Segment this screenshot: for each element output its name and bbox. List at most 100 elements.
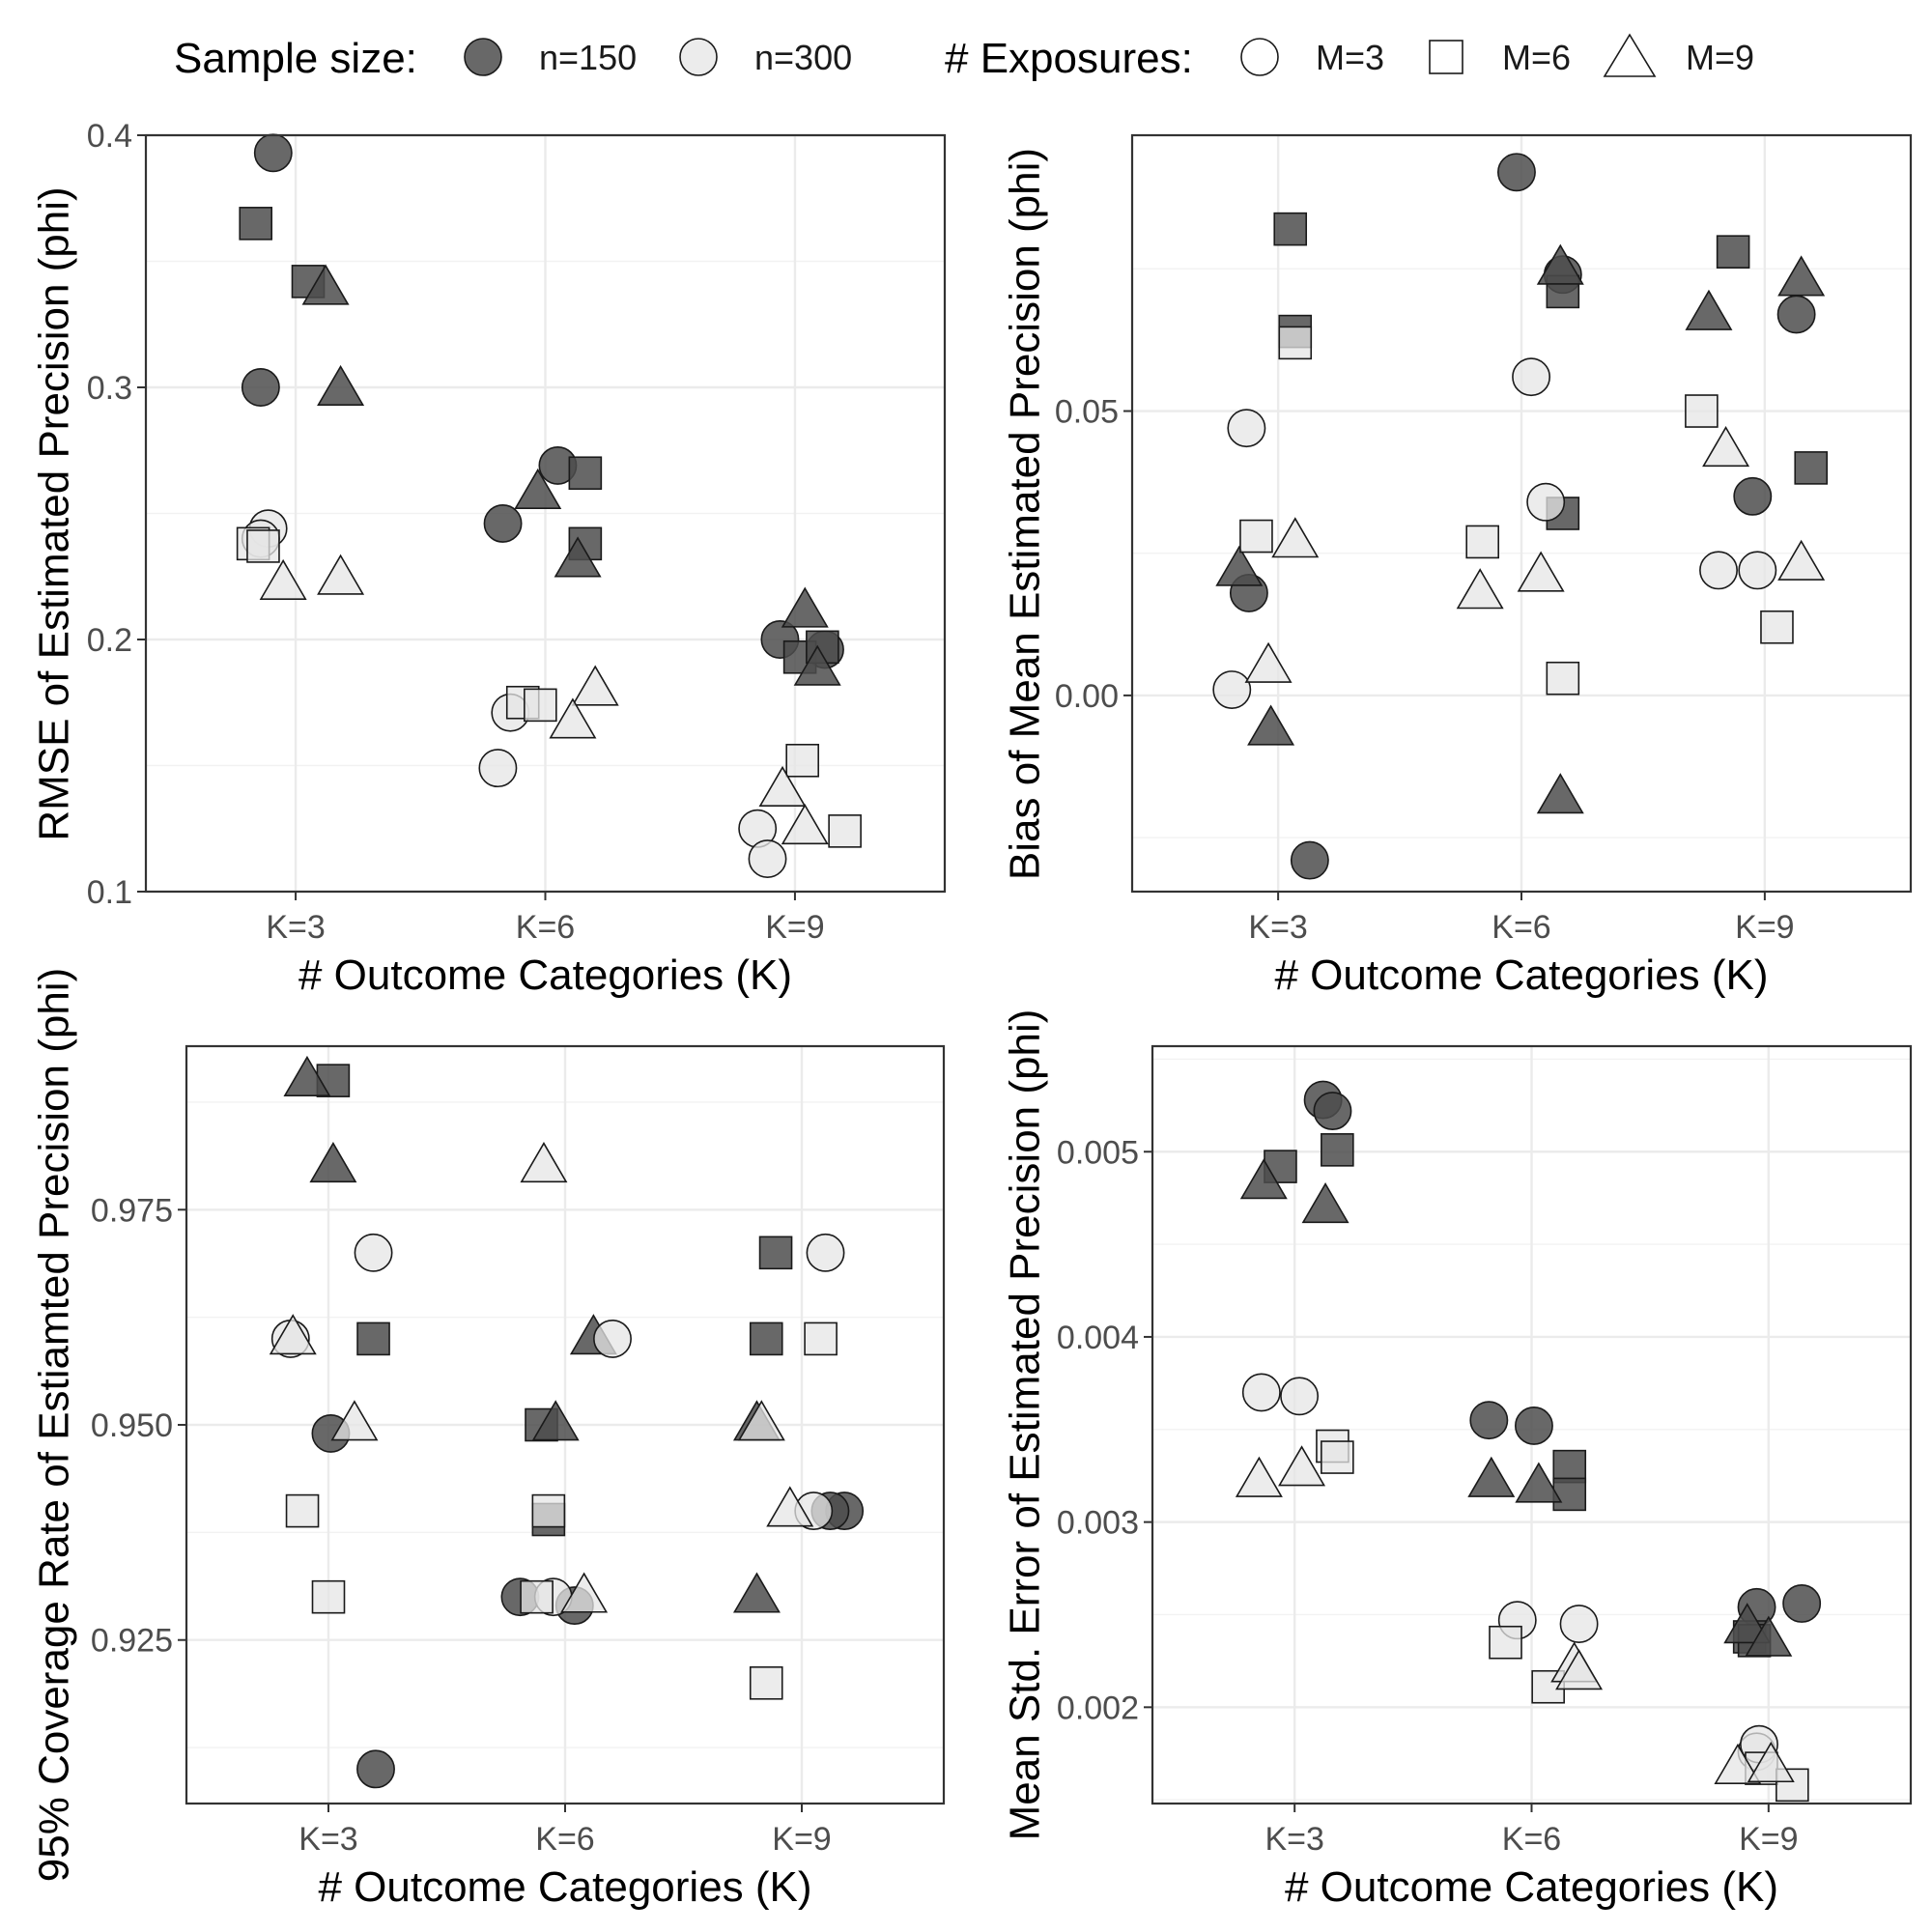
y-tick-label: 0.925	[91, 1623, 173, 1660]
data-point-triangle	[1702, 426, 1750, 468]
x-tick-label: K=6	[535, 1821, 594, 1858]
data-point-square	[1716, 235, 1750, 269]
data-point-square	[749, 1321, 783, 1356]
legend-m9-triangle-icon	[1603, 33, 1657, 77]
data-point-square	[1465, 525, 1499, 559]
data-point-circle	[483, 503, 523, 543]
data-point-triangle	[330, 1400, 379, 1441]
data-point-triangle	[1517, 551, 1565, 592]
x-axis-title: # Outcome Categories (K)	[318, 1863, 811, 1911]
data-point-triangle	[1536, 773, 1584, 814]
data-point-square	[1273, 212, 1308, 246]
data-point-square	[1552, 1477, 1587, 1512]
legend-m3-label: M=3	[1316, 38, 1384, 77]
data-point-square	[285, 1493, 320, 1528]
data-point-triangle	[781, 586, 829, 628]
data-point-circle	[1497, 153, 1536, 192]
data-point-circle	[748, 839, 787, 879]
data-point-triangle	[317, 554, 365, 595]
y-tick-label: 0.975	[91, 1192, 173, 1229]
data-point-triangle	[259, 558, 307, 600]
x-axis-title: # Outcome Categories (K)	[1274, 952, 1768, 999]
data-point-triangle	[766, 1486, 814, 1527]
data-point-triangle	[758, 765, 807, 807]
x-tick-label: K=9	[1735, 909, 1794, 946]
data-point-square	[1760, 610, 1794, 644]
data-point-triangle	[1777, 539, 1826, 581]
data-point-square	[1321, 1133, 1354, 1167]
data-point-circle	[1515, 1406, 1553, 1445]
x-tick-label: K=9	[1739, 1821, 1798, 1858]
data-point-triangle	[1239, 1158, 1288, 1200]
y-tick-label: 0.1	[87, 874, 132, 911]
data-point-square	[239, 207, 273, 241]
panel-stderr: 0.002 0.003 0.004 0.005 K=3 K=6 K=9 # Outcome C…	[1001, 1009, 1913, 1911]
y-axis-title: Mean Std. Error of Estimated Precision (…	[1001, 1009, 1048, 1841]
legend-sample-size-title: Sample size:	[174, 35, 417, 82]
legend-m6-label: M=6	[1502, 38, 1571, 77]
data-point-triangle	[283, 1055, 331, 1097]
data-point-triangle	[514, 468, 562, 509]
x-axis-title: # Outcome Categories (K)	[298, 952, 792, 999]
x-tick-label: K=3	[298, 1821, 357, 1858]
data-point-circle	[1227, 409, 1266, 448]
legend-m9-label: M=9	[1686, 38, 1754, 77]
data-point-circle	[1241, 1373, 1281, 1412]
data-point-triangle	[1456, 568, 1504, 610]
data-point-triangle	[1301, 1182, 1350, 1224]
y-tick-label: 0.00	[1055, 678, 1119, 715]
data-point-square	[311, 1579, 346, 1614]
data-point-square	[1489, 1625, 1522, 1660]
data-point-square	[758, 1236, 793, 1270]
y-tick-label: 0.3	[87, 370, 132, 407]
data-point-triangle	[301, 264, 350, 305]
panel-frame	[1151, 1044, 1913, 1805]
legend-m3-circle-icon	[1240, 38, 1279, 76]
data-point-circle	[1290, 840, 1329, 880]
data-point-square	[1546, 661, 1580, 696]
data-point-triangle	[1745, 1615, 1793, 1657]
data-point-circle	[1776, 295, 1816, 334]
data-point-square	[785, 743, 819, 778]
data-point-circle	[1782, 1584, 1822, 1623]
data-point-triangle	[1777, 255, 1826, 297]
data-point-triangle	[737, 1400, 785, 1441]
panel-bias: 0.00 0.05 K=3 K=6 K=9 # Outcome Categories (K…	[1001, 133, 1913, 999]
y-axis-title: RMSE of Estimated Precision (phi)	[30, 186, 77, 840]
y-tick-label: 0.002	[1057, 1690, 1139, 1726]
data-point-triangle	[554, 536, 602, 578]
data-point-square	[246, 529, 280, 563]
panel-frame	[144, 133, 947, 894]
data-point-square	[828, 814, 862, 848]
data-point-triangle	[1747, 1741, 1795, 1783]
data-point-triangle	[1555, 1649, 1604, 1690]
x-tick-label: K=6	[1492, 909, 1550, 946]
y-tick-label: 0.950	[91, 1407, 173, 1444]
y-tick-label: 0.05	[1055, 394, 1119, 431]
legend-exposures-title: # Exposures:	[945, 35, 1193, 82]
x-tick-label: K=3	[1248, 909, 1307, 946]
data-point-circle	[806, 1233, 845, 1272]
data-point-circle	[478, 749, 518, 788]
data-point-square	[1685, 394, 1719, 428]
legend-m6-square-icon	[1429, 40, 1463, 74]
data-point-circle	[1738, 551, 1777, 590]
data-point-triangle	[1515, 1462, 1563, 1503]
x-tick-label: K=9	[772, 1821, 831, 1858]
data-point-triangle	[520, 1141, 568, 1183]
data-point-square	[804, 1321, 838, 1356]
data-point-triangle	[309, 1141, 357, 1183]
data-point-triangle	[549, 697, 597, 739]
x-tick-label: K=6	[1502, 1821, 1561, 1858]
legend: Sample size: n=150 n=300 # Exposures: M=…	[174, 33, 1754, 82]
data-point-triangle	[1235, 1456, 1283, 1497]
data-point-square	[1239, 519, 1273, 554]
panel-frame	[1130, 133, 1913, 894]
data-point-triangle	[1714, 1743, 1762, 1784]
data-point-triangle	[531, 1400, 580, 1441]
x-tick-label: K=3	[266, 909, 325, 946]
x-axis-title: # Outcome Categories (K)	[1285, 1863, 1778, 1911]
y-tick-label: 0.2	[87, 622, 132, 659]
data-point-circle	[1212, 670, 1252, 709]
